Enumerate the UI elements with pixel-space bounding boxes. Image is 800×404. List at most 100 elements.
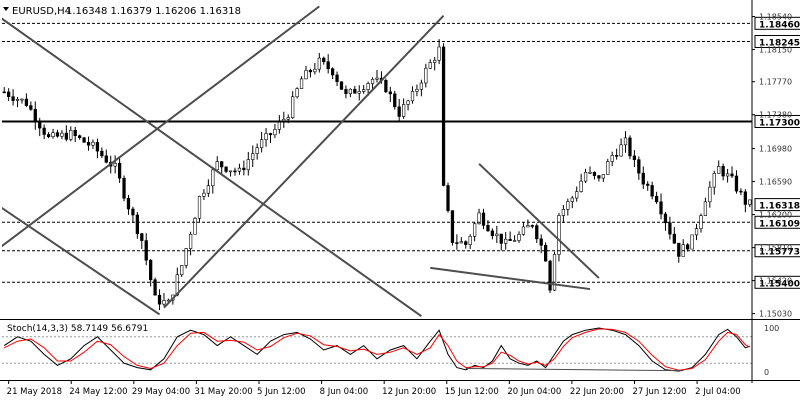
candle-body <box>82 137 86 143</box>
price-tick-label: 1.16200 <box>759 211 792 220</box>
time-tick-label: 5 Jun 12:00 <box>257 387 306 397</box>
candle-body <box>7 91 11 97</box>
candles-layer <box>2 39 752 311</box>
candle-body <box>490 230 495 236</box>
time-tick-label: 22 Jun 20:00 <box>570 387 624 397</box>
candle-body <box>628 137 632 157</box>
candle-body <box>153 279 157 296</box>
candle-body <box>450 210 455 243</box>
candle-body <box>193 217 197 235</box>
candle-body <box>717 166 721 174</box>
candle-body <box>268 133 273 136</box>
candle-body <box>366 83 370 90</box>
candle-body <box>694 228 699 236</box>
level-label-box <box>754 16 800 30</box>
candle-body <box>544 244 548 262</box>
candle-body <box>20 98 24 101</box>
candle-body <box>184 248 188 266</box>
stoch-d-line <box>3 328 751 371</box>
candle-body <box>104 155 108 163</box>
candle-body <box>459 241 463 244</box>
ohlc-label: 1.16348 1.16379 1.16206 1.16318 <box>66 6 241 17</box>
candle-body <box>220 161 224 168</box>
candle-body <box>637 159 641 174</box>
candle-body <box>730 173 734 177</box>
candle-body <box>712 173 716 188</box>
diagonal-upper-line <box>2 17 422 317</box>
stoch-divergence-line <box>465 367 684 372</box>
price-tick-label: 1.15420 <box>759 277 792 286</box>
price-axis-labels: 1.18460 1.18245 1.17300 1.16109 1.15773 1.154… <box>752 13 800 319</box>
candle-body <box>557 215 561 255</box>
candle-body <box>570 197 574 202</box>
candle-body <box>468 235 472 245</box>
candle-body <box>188 233 193 249</box>
candle-body <box>632 155 637 160</box>
time-tick-label: 15 Jun 12:00 <box>445 387 499 397</box>
candle-body <box>15 99 20 101</box>
candle-body <box>575 191 579 199</box>
candle-body <box>672 233 676 244</box>
candle-body <box>335 74 339 83</box>
candle-body <box>246 159 250 171</box>
candle-body <box>446 185 450 211</box>
candle-body <box>131 208 135 216</box>
candle-body <box>552 254 557 291</box>
time-tick-label: 8 Jun 04:00 <box>320 387 369 397</box>
candle-body <box>140 233 144 241</box>
candle-body <box>180 265 184 276</box>
symbol-triangle-icon <box>3 7 9 11</box>
candle-body <box>481 212 486 226</box>
level-label-box <box>754 275 800 289</box>
candle-body <box>255 147 259 154</box>
candle-body <box>317 57 321 70</box>
candle-body <box>313 68 317 73</box>
candle-body <box>286 117 290 120</box>
candle-body <box>299 78 304 89</box>
time-tick-label: 2 Jul 04:00 <box>695 387 741 397</box>
candle-body <box>348 88 353 94</box>
stochastic-axis-labels: 100 0 <box>764 324 779 377</box>
candle-body <box>464 241 468 245</box>
candle-body <box>477 212 481 225</box>
candle-body <box>721 166 725 177</box>
channel-lower-line <box>163 15 445 309</box>
candle-body <box>73 129 77 136</box>
candle-body <box>42 127 46 135</box>
chart-header: EURUSD,H4 1.16348 1.16379 1.16206 1.1631… <box>3 6 241 17</box>
candle-body <box>548 260 552 291</box>
candle-body <box>397 106 401 117</box>
candle-body <box>330 68 335 76</box>
candle-body <box>224 166 228 172</box>
current-price-label: 1.16318 <box>759 202 800 212</box>
candle-body <box>473 223 477 237</box>
candle-body <box>588 171 592 174</box>
candle-body <box>91 141 95 146</box>
candle-body <box>610 155 614 162</box>
candle-body <box>441 46 446 186</box>
candle-body <box>370 78 375 84</box>
candle-body <box>46 134 51 137</box>
candle-body <box>743 191 747 205</box>
candle-body <box>259 139 264 149</box>
candle-body <box>410 91 415 102</box>
candle-body <box>526 225 530 228</box>
candle-body <box>362 89 366 92</box>
candle-body <box>69 129 73 140</box>
time-tick-label: 29 May 04:00 <box>132 387 190 397</box>
candle-body <box>437 46 441 61</box>
candle-body <box>739 190 743 193</box>
stoch-tick-label: 0 <box>764 368 769 377</box>
candle-body <box>654 195 659 203</box>
candle-body <box>149 259 153 281</box>
candle-body <box>530 225 534 227</box>
stochastic-lines-layer <box>2 327 752 372</box>
candle-body <box>215 161 219 171</box>
level-label-box <box>754 35 800 49</box>
candle-body <box>495 233 499 236</box>
candle-body <box>29 105 33 110</box>
candle-body <box>592 171 597 176</box>
candle-body <box>135 214 139 235</box>
candle-body <box>339 81 344 90</box>
